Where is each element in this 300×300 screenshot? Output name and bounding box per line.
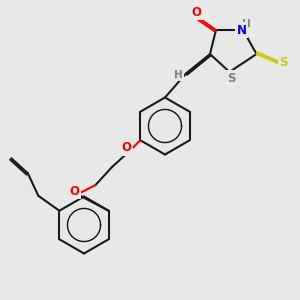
Text: N: N: [236, 23, 247, 37]
Text: H: H: [242, 19, 251, 29]
Text: S: S: [227, 71, 235, 85]
Text: O: O: [122, 141, 132, 154]
Text: S: S: [279, 56, 288, 70]
Text: O: O: [191, 5, 202, 19]
Text: H: H: [174, 70, 183, 80]
Text: O: O: [69, 185, 79, 198]
